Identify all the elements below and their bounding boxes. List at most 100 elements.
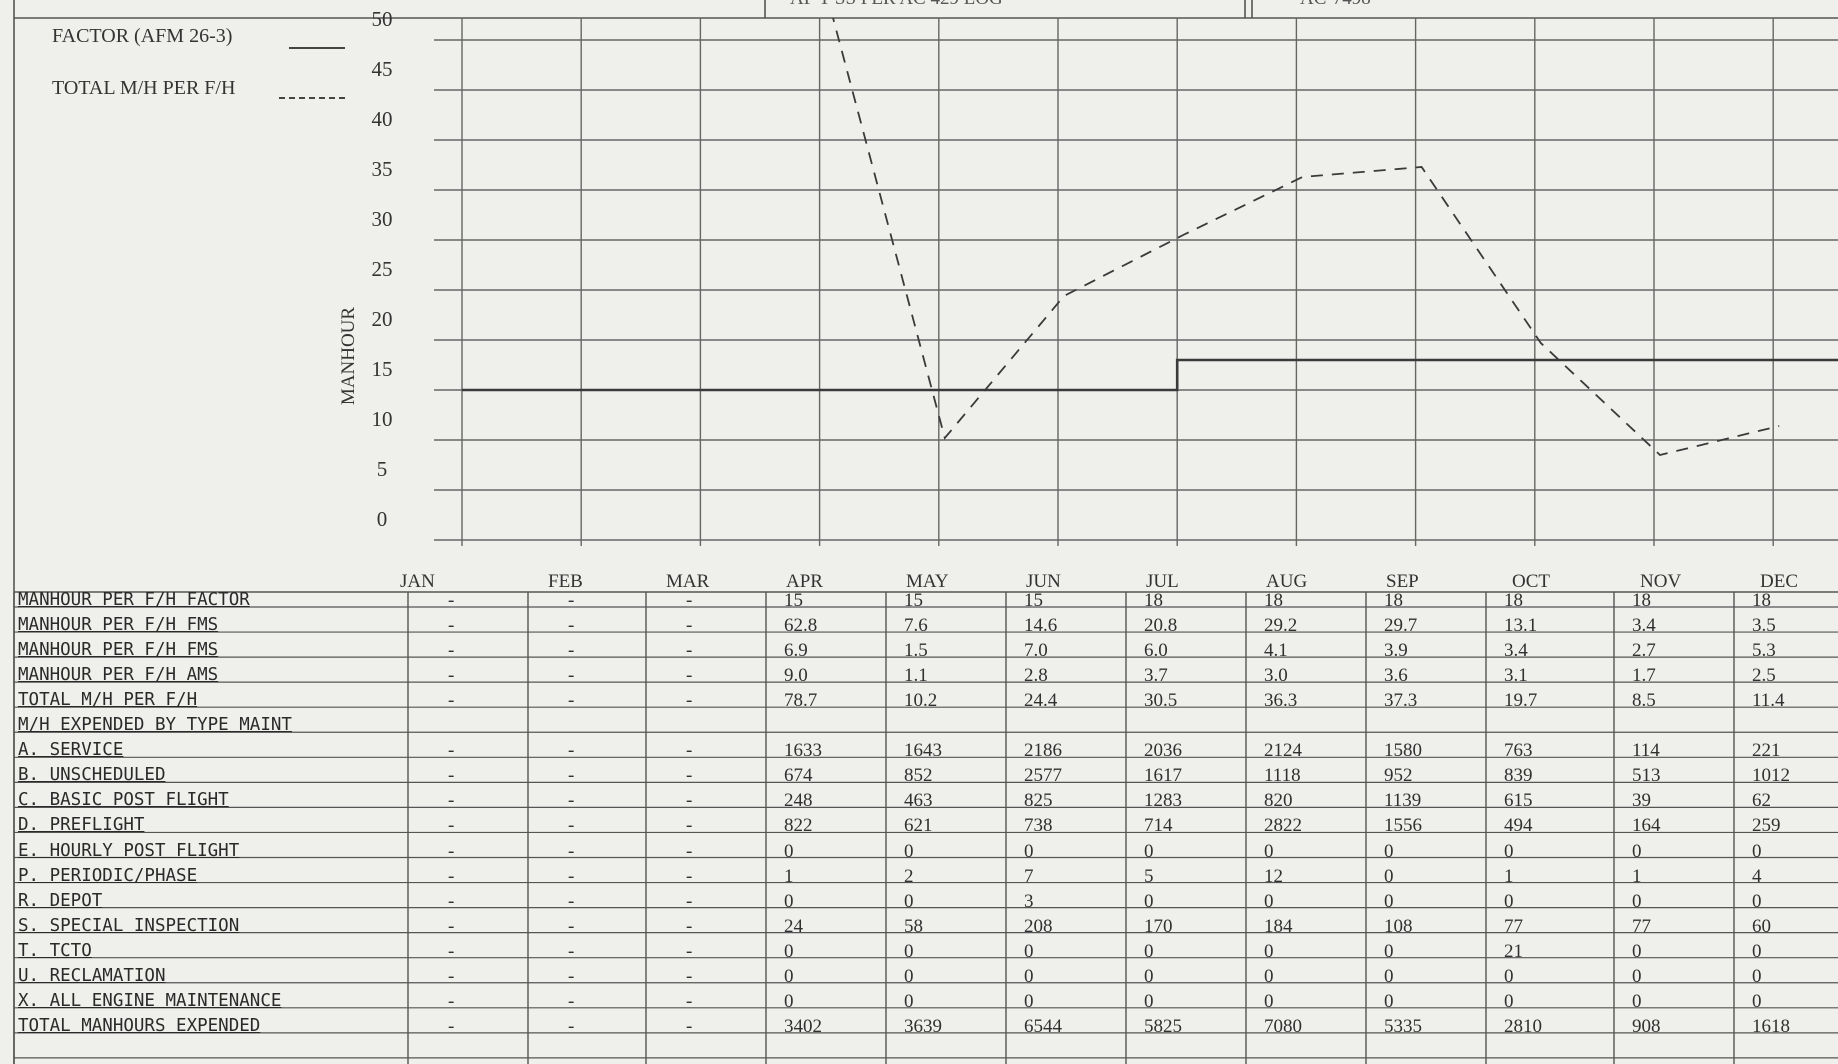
table-cell: 5.3 <box>1752 640 1776 662</box>
table-cell: - <box>568 890 575 912</box>
header-box-1-text: AF T-SS PER AC 429 LOG <box>790 0 1003 10</box>
table-cell: 0 <box>1264 840 1274 862</box>
table-cell: 0 <box>1264 890 1274 912</box>
table-cell: 2186 <box>1024 740 1062 762</box>
table-cell: - <box>448 1015 455 1037</box>
table-cell: - <box>686 690 693 712</box>
series-line-total <box>832 18 1780 456</box>
month-header-feb: FEB <box>548 571 583 592</box>
table-cell: - <box>568 765 575 787</box>
table-cell: 6.0 <box>1144 640 1168 662</box>
table-cell: 7080 <box>1264 1015 1302 1037</box>
table-cell: 3639 <box>904 1015 942 1037</box>
table-cell: 37.3 <box>1384 690 1418 712</box>
table-cell: 0 <box>1752 965 1762 987</box>
table-row-label: B. UNSCHEDULED <box>18 765 166 786</box>
table-cell: 221 <box>1752 740 1781 762</box>
table-cell: 7.6 <box>904 615 928 637</box>
table-cell: 763 <box>1504 740 1533 762</box>
table-cell: - <box>448 765 455 787</box>
table-cell: 0 <box>1632 890 1642 912</box>
table-cell: 164 <box>1632 815 1661 837</box>
table-cell: 0 <box>1384 840 1394 862</box>
table-cell: 0 <box>784 965 794 987</box>
table-cell: - <box>448 990 455 1012</box>
table-cell: 39 <box>1632 790 1651 812</box>
month-header-jan: JAN <box>400 571 435 592</box>
table-cell: - <box>686 940 693 962</box>
y-tick-20: 20 <box>372 307 393 331</box>
table-cell: 0 <box>1144 890 1154 912</box>
table-cell: - <box>448 815 455 837</box>
table-cell: - <box>686 865 693 887</box>
table-cell: 494 <box>1504 815 1533 837</box>
table-cell: 0 <box>1504 990 1514 1012</box>
y-tick-25: 25 <box>372 257 393 281</box>
table-cell: 0 <box>904 940 914 962</box>
table-cell: 5335 <box>1384 1015 1422 1037</box>
table-cell: 0 <box>784 890 794 912</box>
table-cell: 1.5 <box>904 640 928 662</box>
table-cell: 2 <box>904 865 914 887</box>
table-cell: - <box>568 1015 575 1037</box>
table-cell: 3.1 <box>1504 665 1528 687</box>
table-cell: 5 <box>1144 865 1154 887</box>
table-cell: 18 <box>1384 590 1403 611</box>
table-cell: 0 <box>904 840 914 862</box>
table-cell: 0 <box>1024 965 1034 987</box>
table-cell: 259 <box>1752 815 1781 837</box>
table-cell: 0 <box>1144 940 1154 962</box>
table-cell: 0 <box>904 890 914 912</box>
table-cell: - <box>568 590 575 611</box>
table-cell: - <box>686 840 693 862</box>
table-row-label: TOTAL MANHOURS EXPENDED <box>18 1015 261 1036</box>
table-cell: 825 <box>1024 790 1053 812</box>
month-header-aug: AUG <box>1266 571 1308 592</box>
table-row-label: A. SERVICE <box>18 740 124 761</box>
table-cell: 3.4 <box>1504 640 1528 662</box>
table-cell: 1.7 <box>1632 665 1656 687</box>
table-cell: 0 <box>1144 840 1154 862</box>
table-cell: 1 <box>784 865 794 887</box>
table-cell: - <box>568 640 575 662</box>
table-cell: 3.7 <box>1144 665 1168 687</box>
table-cell: - <box>686 790 693 812</box>
month-header-apr: APR <box>786 571 823 592</box>
table-cell: 2.5 <box>1752 665 1776 687</box>
month-header-mar: MAR <box>666 571 710 592</box>
table-cell: 5825 <box>1144 1015 1182 1037</box>
table-cell: - <box>568 990 575 1012</box>
y-tick-10: 10 <box>372 407 393 431</box>
table-cell: 0 <box>904 965 914 987</box>
table-cell: 29.2 <box>1264 615 1298 637</box>
table-cell: 13.1 <box>1504 615 1538 637</box>
table-cell: 18 <box>1144 590 1163 611</box>
table-cell: 6.9 <box>784 640 808 662</box>
table-cell: - <box>448 890 455 912</box>
table-cell: 0 <box>1024 940 1034 962</box>
table-cell: - <box>568 865 575 887</box>
table-cell: 0 <box>1384 990 1394 1012</box>
table-cell: 0 <box>1752 890 1762 912</box>
table-cell: 1118 <box>1264 765 1301 787</box>
table-cell: 18 <box>1264 590 1283 611</box>
table-cell: 0 <box>1504 840 1514 862</box>
table-cell: 7 <box>1024 865 1034 887</box>
table-cell: 170 <box>1144 915 1173 937</box>
table-row-label: MANHOUR PER F/H FMS <box>18 640 219 661</box>
table-cell: 2577 <box>1024 765 1062 787</box>
table-cell: 2.8 <box>1024 665 1048 687</box>
table-cell: 0 <box>1504 890 1514 912</box>
table-cell: 0 <box>1632 840 1642 862</box>
table-cell: 0 <box>1264 990 1274 1012</box>
table-cell: - <box>686 1015 693 1037</box>
table-cell: 852 <box>904 765 933 787</box>
y-tick-0: 0 <box>377 507 388 531</box>
table-cell: 2036 <box>1144 740 1182 762</box>
table-cell: 513 <box>1632 765 1661 787</box>
table-cell: 0 <box>1384 965 1394 987</box>
table-cell: 0 <box>1024 840 1034 862</box>
table-cell: 3.6 <box>1384 665 1408 687</box>
table-cell: 738 <box>1024 815 1053 837</box>
